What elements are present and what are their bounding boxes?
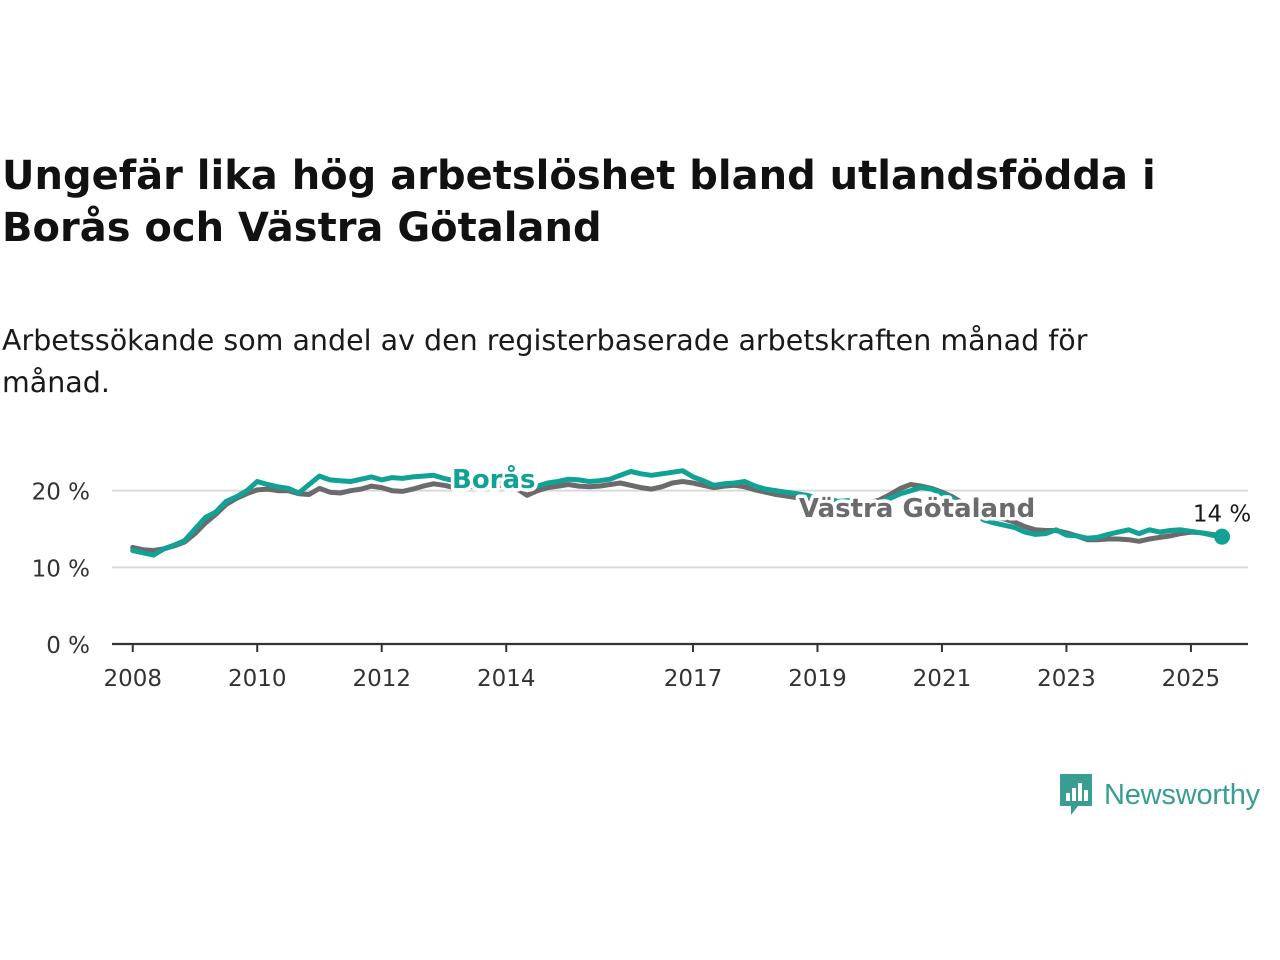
end-point-marker <box>1214 528 1231 545</box>
line-chart: 0 % 10 % 20 % 2008 2010 2012 2014 2017 2019 2021 2… <box>32 460 1252 693</box>
x-tick-label: 2021 <box>913 666 972 692</box>
x-tick-label: 2017 <box>664 666 723 692</box>
series-line-boras <box>130 468 1225 558</box>
chart-subtitle: Arbetssökande som andel av den registerb… <box>2 324 1088 399</box>
series-label-boras: Borås <box>452 463 536 495</box>
x-tick-label: 2023 <box>1037 666 1096 692</box>
newsworthy-logo-icon <box>1060 774 1092 815</box>
end-value-label: 14 % <box>1193 502 1251 528</box>
y-tick-label: 20 % <box>32 480 90 506</box>
brand-name: Newsworthy <box>1104 778 1260 811</box>
x-tick-label: 2014 <box>477 666 536 692</box>
y-tick-label: 10 % <box>32 556 90 582</box>
chart-title: Ungefär lika hög arbetslöshet bland utla… <box>2 153 1156 251</box>
x-tick-label: 2012 <box>352 666 411 692</box>
series-line-vastra-gotaland <box>130 479 1225 553</box>
x-tick-label: 2010 <box>228 666 287 692</box>
series-label-vastra-gotaland: Västra Götaland <box>799 494 1035 524</box>
x-tick-label: 2008 <box>103 666 162 692</box>
x-tick-label: 2025 <box>1162 666 1221 692</box>
brand-logo: Newsworthy <box>1058 772 1260 818</box>
x-tick-label: 2019 <box>788 666 847 692</box>
y-tick-label: 0 % <box>46 633 90 659</box>
